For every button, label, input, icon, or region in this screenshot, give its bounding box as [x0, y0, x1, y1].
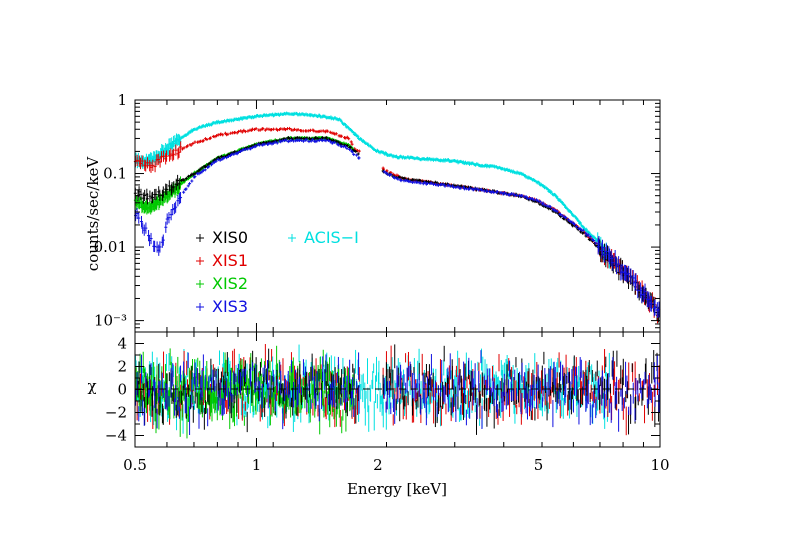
legend-label: XIS3 — [212, 297, 248, 316]
legend-label: XIS0 — [212, 228, 248, 247]
y-tick-label: 10⁻³ — [94, 312, 127, 330]
legend-label: XIS1 — [212, 251, 248, 270]
series-xis3 — [134, 138, 661, 318]
spectrum-panel: 10⁻³ 0.01 0.1 1 counts/sec/keV XIS0 XIS1 XIS2… — [84, 91, 661, 333]
spectrum-data-layer — [133, 111, 661, 324]
spectrum-ticks: 10⁻³ 0.01 0.1 1 — [94, 91, 660, 333]
y-tick-label: 1 — [117, 91, 127, 109]
legend-label: ACIS−I — [304, 228, 359, 247]
y-tick-label: 0.01 — [94, 238, 127, 256]
legend-label: XIS2 — [212, 274, 248, 293]
y-axis-title-spectrum: counts/sec/keV — [84, 156, 102, 272]
model-line-acis-i — [135, 112, 610, 262]
legend: XIS0 XIS1 XIS2 XIS3 ACIS−I — [196, 228, 359, 316]
y-tick-label: 0.1 — [103, 165, 127, 183]
